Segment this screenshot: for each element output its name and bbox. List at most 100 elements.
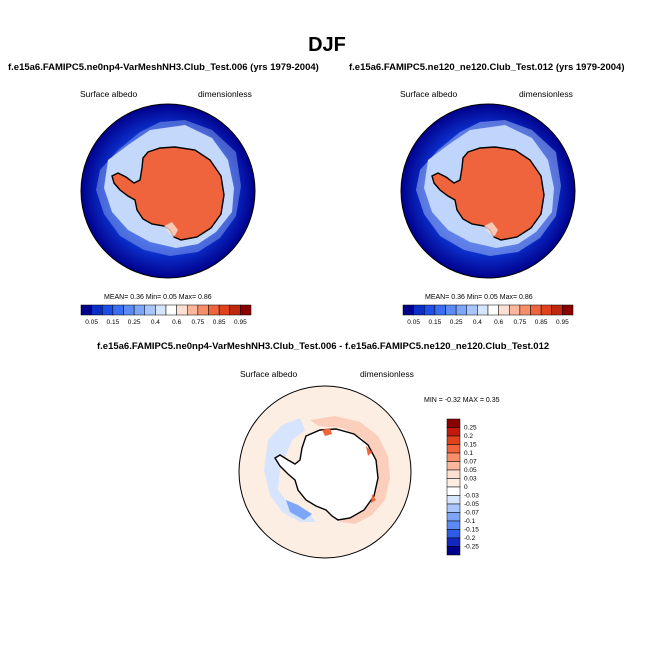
panel-2-mean-value: 0.36 <box>451 294 465 301</box>
panel-3-units: dimensionless <box>360 369 414 379</box>
panel-3-title: f.e15a6.FAMIPC5.ne0np4-VarMeshNH3.Club_T… <box>97 341 550 352</box>
panel-1-max-label: Max= <box>178 294 197 301</box>
panel-3-colorbar-swatch <box>446 478 461 488</box>
panel-3-colorbar-tick-label: -0.03 <box>464 493 479 500</box>
panel-1-max-value: 0.86 <box>198 294 212 301</box>
panel-3-colorbar-tick-label: 0.1 <box>464 450 473 457</box>
panel-1-map <box>80 103 256 279</box>
panel-1-colorbar-swatch <box>187 304 199 316</box>
panel-2-colorbar-tick-label: 0.05 <box>407 319 420 326</box>
panel-2-colorbar-swatch <box>445 304 457 316</box>
panel-2-colorbar-tick-label: 0.95 <box>556 319 569 326</box>
panel-1-colorbar-swatch <box>133 304 146 316</box>
panel-2-colorbar-swatch <box>487 304 499 316</box>
panel-1-colorbar-tick-label: 0.6 <box>172 319 181 326</box>
panel-3-colorbar-tick-label: 0 <box>464 484 468 491</box>
panel-2-antarctica <box>431 146 545 241</box>
panel-2-colorbar-swatch <box>402 304 414 316</box>
panel-3-colorbar-tick-label: -0.1 <box>464 518 476 525</box>
panel-2-colorbar-swatch <box>466 304 478 316</box>
panel-2-colorbar-swatch <box>477 304 489 316</box>
panel-3-colorbar-swatch <box>446 495 461 505</box>
panel-1-min-value: 0.05 <box>163 294 177 301</box>
panel-3-min-label: MIN = <box>424 397 443 404</box>
panel-3-colorbar-swatch <box>446 486 461 496</box>
panel-2-max-value: 0.86 <box>519 294 533 301</box>
panel-2-colorbar-swatch <box>509 304 521 316</box>
panel-3-colorbar-tick-label: -0.25 <box>464 544 479 551</box>
panel-1-mean-label: MEAN= <box>104 294 129 301</box>
panel-2-colorbar-swatch <box>434 304 446 316</box>
panel-3-colorbar-swatch <box>446 503 461 513</box>
panel-1-colorbar-swatch <box>208 304 220 316</box>
panel-2-colorbar-tick-label: 0.6 <box>494 319 503 326</box>
panel-1-colorbar-swatch <box>102 304 114 316</box>
panel-2-colorbar-swatch <box>551 304 563 316</box>
panel-1-colorbar-tick-label: 0.25 <box>128 319 141 326</box>
panel-2-min-value: 0.05 <box>484 294 498 301</box>
panel-1-colorbar-swatch <box>144 304 156 316</box>
panel-3-colorbar-swatch <box>446 520 461 530</box>
panel-2-colorbar-swatch <box>540 304 553 316</box>
panel-1-min-label: Min= <box>145 294 162 301</box>
panel-2-colorbar-swatch <box>519 304 531 316</box>
panel-1-colorbar-swatch <box>80 304 92 316</box>
panel-3-colorbar-swatch <box>446 461 461 471</box>
panel-3-colorbar-tick-label: -0.07 <box>464 510 479 517</box>
panel-2-colorbar-swatch <box>413 304 425 316</box>
panel-2-colorbar-swatch <box>562 304 574 316</box>
panel-3-colorbar-tick-label: 0.15 <box>464 442 477 449</box>
panel-1-colorbar-swatch <box>229 304 241 316</box>
panel-3-negative-strong <box>286 500 312 520</box>
panel-2-max-label: Max= <box>499 294 518 301</box>
panel-1-units: dimensionless <box>198 89 252 99</box>
panel-3-colorbar-tick-label: -0.15 <box>464 527 479 534</box>
panel-3-colorbar-tick-label: 0.03 <box>464 476 477 483</box>
panel-2-stats: MEAN= 0.36 Min= 0.05 Max= 0.86 <box>425 294 533 301</box>
panel-3-colorbar-tick-label: 0.25 <box>464 425 477 432</box>
panel-3-colorbar-swatch <box>446 537 461 547</box>
panel-2-min-label: Min= <box>466 294 483 301</box>
panel-3-antarctica <box>274 428 379 521</box>
panel-1-map-border <box>80 103 256 279</box>
panel-1-colorbar-swatch <box>155 304 167 316</box>
panel-3-max-label: MAX = <box>462 397 484 404</box>
panel-2-colorbar-swatch <box>530 304 542 316</box>
panel-3-min-value: -0.32 <box>444 397 461 404</box>
panel-3-colorbar-swatch <box>446 529 461 539</box>
panel-3-colorbar-swatch <box>446 512 461 522</box>
panel-1-mean-value: 0.36 <box>130 294 144 301</box>
panel-1-colorbar-tick-label: 0.75 <box>192 319 205 326</box>
panel-3-colorbar-tick-label: 0.05 <box>464 467 477 474</box>
panel-1-colorbar-swatch <box>112 304 124 316</box>
panel-3-colorbar-swatch <box>446 469 461 479</box>
panel-2-colorbar-tick-label: 0.4 <box>473 319 482 326</box>
panel-3-colorbar-swatch <box>446 444 461 454</box>
panel-1-ross-shelf <box>164 222 178 237</box>
panel-3-variable: Surface albedo <box>240 369 298 379</box>
panel-1-colorbar-swatch <box>91 304 103 316</box>
panel-1-variable: Surface albedo <box>80 89 138 99</box>
panel-2-title: f.e15a6.FAMIPC5.ne120_ne120.Club_Test.01… <box>349 62 625 73</box>
panel-1-title: f.e15a6.FAMIPC5.ne0np4-VarMeshNH3.Club_T… <box>8 62 319 73</box>
panel-1-colorbar-tick-label: 0.85 <box>213 319 226 326</box>
panel-2-colorbar-swatch <box>498 304 510 316</box>
panel-1-colorbar-swatch <box>123 304 135 316</box>
panel-3-colorbar-tick-label: 0.2 <box>464 433 473 440</box>
panel-2-colorbar-tick-label: 0.85 <box>535 319 548 326</box>
panel-1-colorbar-swatch <box>218 304 231 316</box>
panel-1-colorbar-swatch <box>176 304 188 316</box>
panel-3-colorbar-tick-label: 0.07 <box>464 459 477 466</box>
panel-2-mean-label: MEAN= <box>425 294 450 301</box>
panel-1-colorbar-tick-label: 0.15 <box>107 319 120 326</box>
panel-1-colorbar-tick-label: 0.4 <box>151 319 160 326</box>
panel-3-negative-patch <box>264 418 316 522</box>
panel-2-colorbar-swatch <box>424 304 436 316</box>
panel-1-colorbar-tick-label: 0.05 <box>85 319 98 326</box>
panel-3-map <box>238 385 412 559</box>
panel-3-colorbar-tick-label: -0.05 <box>464 501 479 508</box>
panel-2-units: dimensionless <box>519 89 573 99</box>
panel-3-colorbar-swatch <box>446 418 461 428</box>
panel-3-map-border <box>238 385 412 559</box>
